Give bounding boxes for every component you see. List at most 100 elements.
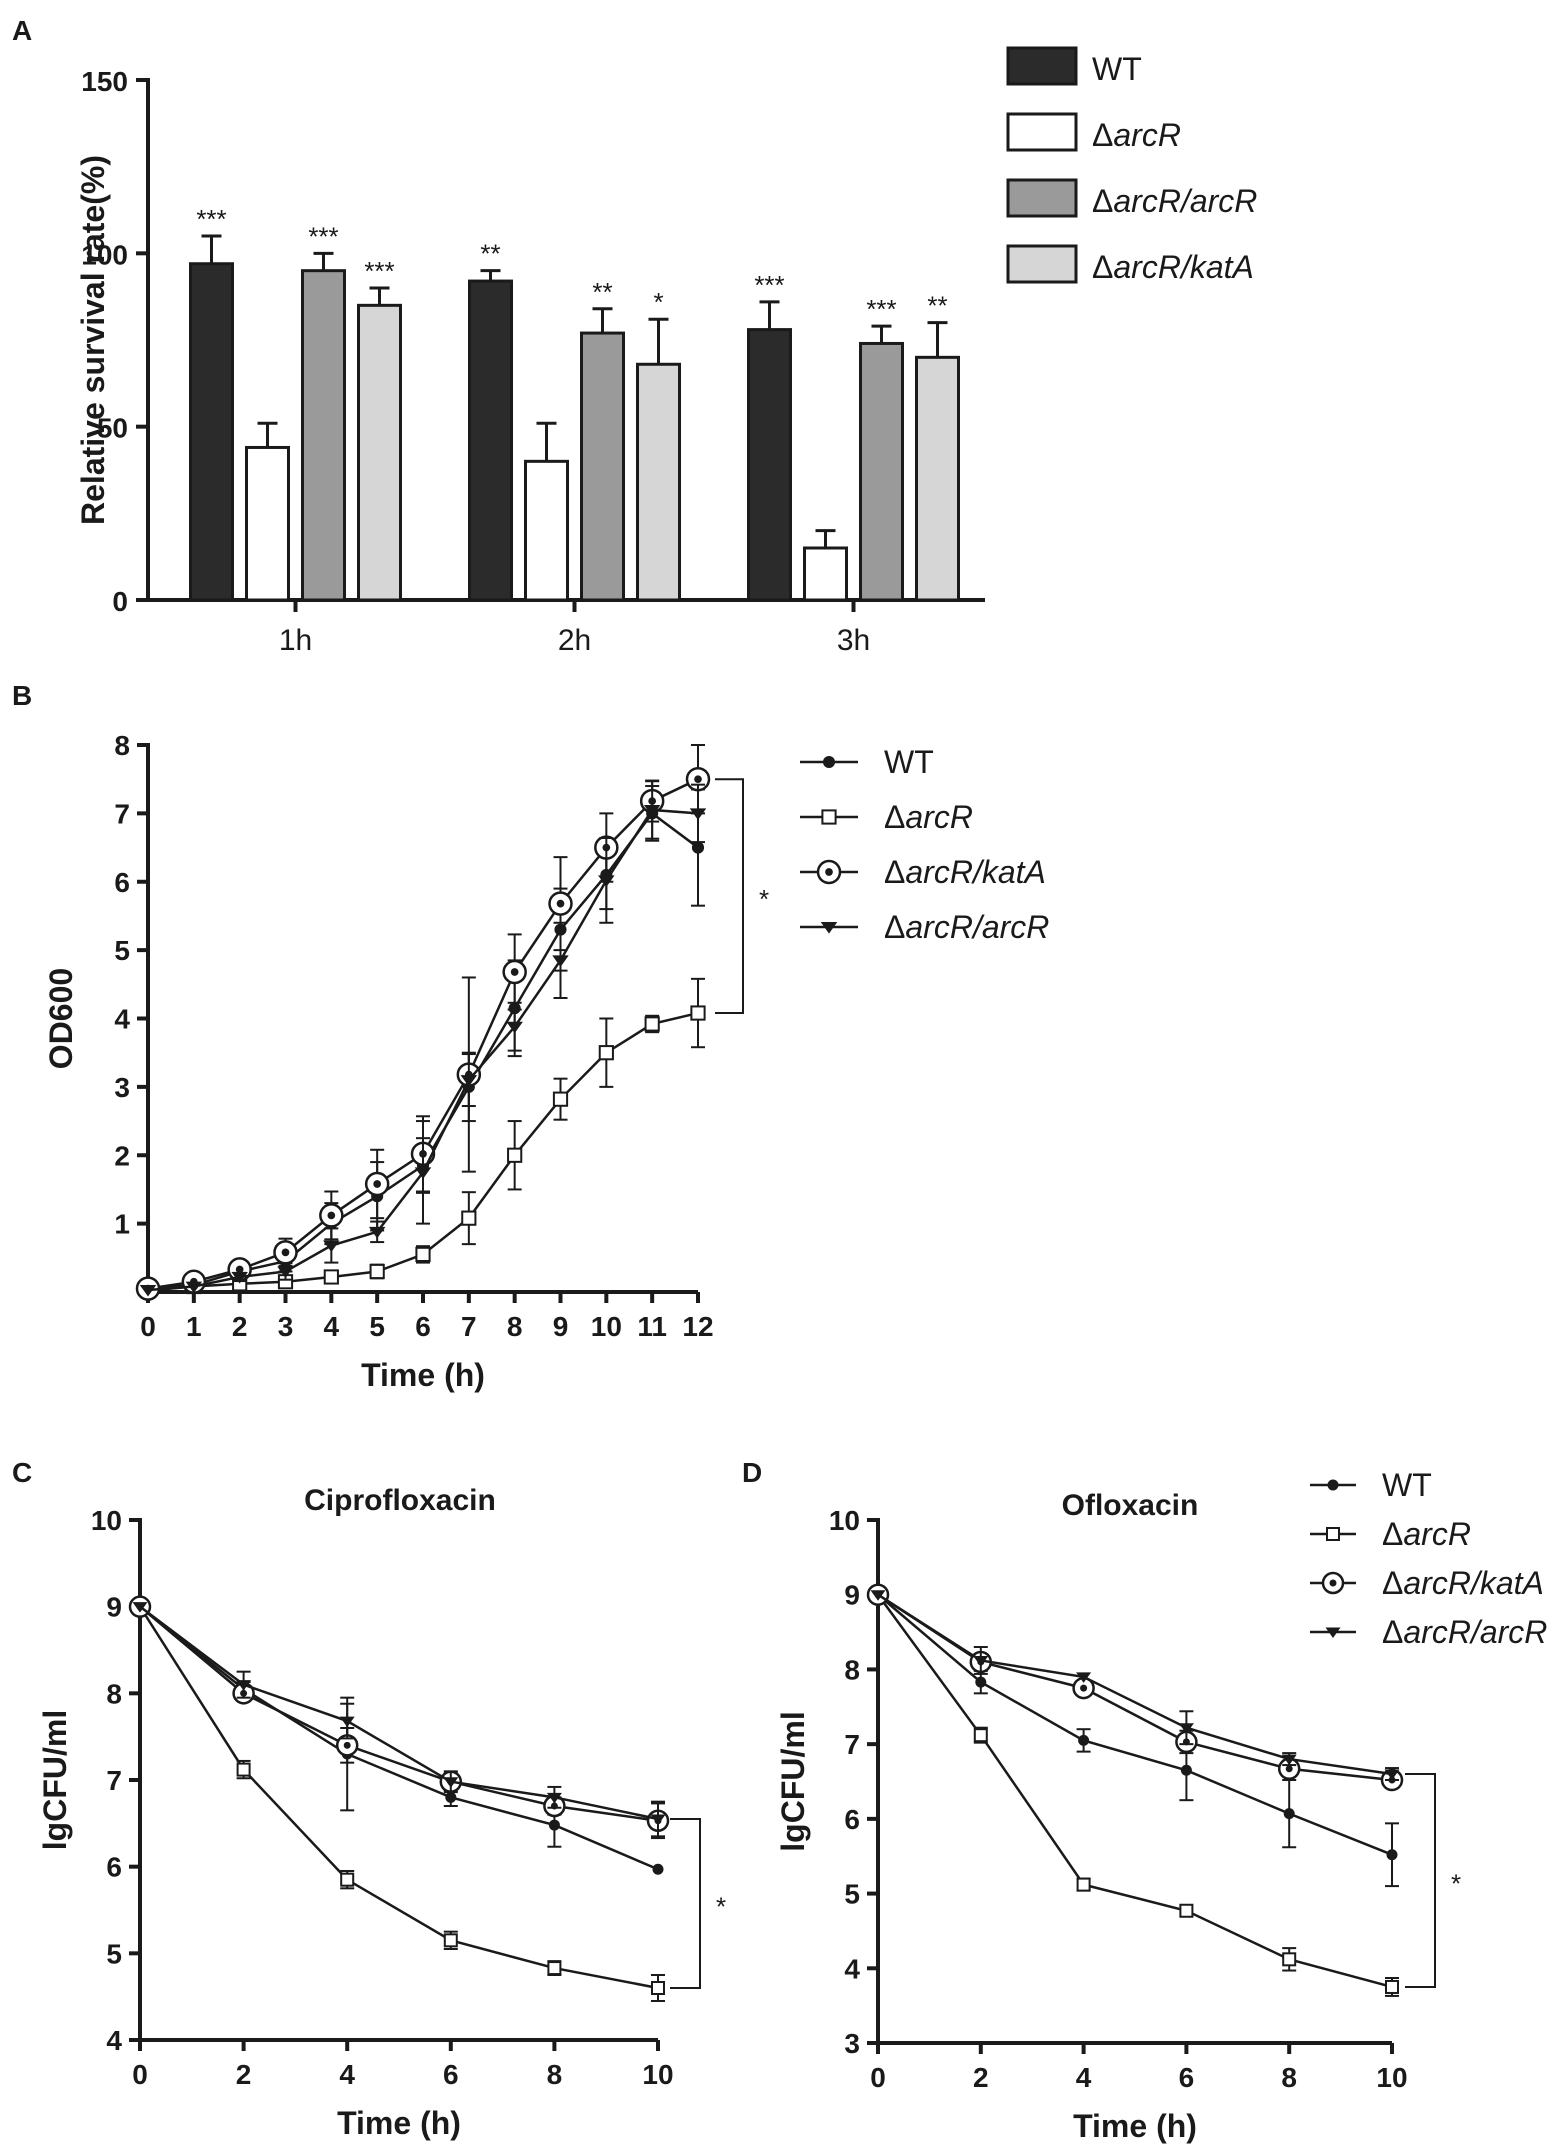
marker-delta-arcr-arcr-2 xyxy=(973,1655,989,1667)
series-line-delta-arcr-kata xyxy=(139,1605,659,1822)
bar-delta-arcr-2h xyxy=(524,459,569,602)
marker-delta-arcr-8 xyxy=(507,1147,523,1163)
legend-label-delta-arcr-arcr: ΔarcR/arcR xyxy=(1092,183,1257,219)
marker-delta-arcr-arcr-0 xyxy=(870,1590,886,1601)
marker-wt-2 xyxy=(975,1676,987,1688)
chart-d-ofloxacin: 3 4 5 6 7 8 9 10 0 2 4 6 8 10 Time (h) lgCFU/ml Ofloxaci… xyxy=(775,1467,1547,2144)
significance-marker: * xyxy=(716,1892,726,1922)
marker-wt-6 xyxy=(445,1791,457,1803)
marker-delta-arcr-kata-5 xyxy=(364,1171,390,1197)
marker-delta-arcr-9 xyxy=(552,1091,569,1107)
marker-delta-arcr-arcr-0 xyxy=(139,1284,157,1297)
legend-swatch-delta-arcr-arcr xyxy=(1006,178,1078,218)
marker-delta-arcr-4 xyxy=(323,1269,339,1285)
x-tick-label: 0 xyxy=(870,2062,886,2093)
significance-marker: *** xyxy=(196,204,226,234)
x-axis-title: Time (h) xyxy=(361,1357,485,1393)
bar-delta-arcr-kata-3h xyxy=(915,355,960,602)
series-line-wt xyxy=(877,1593,1393,1856)
x-tick-label: 9 xyxy=(553,1311,569,1342)
x-tick-label: 3 xyxy=(278,1311,294,1342)
y-tick-label: 4 xyxy=(114,1004,130,1035)
y-tick-label: 8 xyxy=(106,1678,122,1709)
y-tick-label: 6 xyxy=(844,1804,860,1835)
marker-delta-arcr-arcr-2 xyxy=(231,1272,248,1284)
series-line-delta-arcr xyxy=(876,1593,1393,1989)
legend-label-delta-arcr: ΔarcR xyxy=(884,799,973,835)
y-tick-label: 7 xyxy=(114,798,130,829)
marker-delta-arcr-kata-8-center xyxy=(510,968,519,976)
marker-delta-arcr-arcr-8 xyxy=(1281,1754,1297,1766)
bar-delta-arcr-arcr-1h xyxy=(301,269,346,602)
marker-delta-arcr-arcr-11 xyxy=(643,805,661,817)
legend-marker-delta-arcr-arcr xyxy=(1325,1627,1341,1638)
marker-delta-arcr-12 xyxy=(690,1005,706,1021)
x-tick-label: 6 xyxy=(1179,2062,1195,2093)
series-line-delta-arcr xyxy=(138,1605,659,1990)
legend-swatch-delta-arcr-kata xyxy=(1006,244,1078,284)
marker-delta-arcr-7 xyxy=(461,1210,477,1226)
series-line-delta-arcr-kata xyxy=(877,1593,1393,1782)
x-tick-label: 4 xyxy=(1076,2062,1092,2093)
marker-delta-arcr-2 xyxy=(236,1762,251,1777)
legend-label-wt: WT xyxy=(884,744,934,780)
significance-bracket xyxy=(1405,1773,1436,1988)
y-axis-title: lgCFU/ml xyxy=(775,1711,811,1851)
marker-delta-arcr-2 xyxy=(973,1728,988,1743)
bar-delta-arcr-1h xyxy=(245,445,290,602)
legend-marker-delta-arcr-arcr xyxy=(820,922,838,934)
bar-wt-3h xyxy=(747,328,792,602)
marker-delta-arcr-arcr-2 xyxy=(236,1680,252,1691)
significance-marker: * xyxy=(1451,1868,1461,1898)
significance-marker: *** xyxy=(308,221,338,251)
y-tick-label: 100 xyxy=(81,239,128,270)
x-tick-label: 8 xyxy=(1281,2062,1297,2093)
x-axis-title: Time (h) xyxy=(1073,2108,1197,2144)
plot-title: Ofloxacin xyxy=(1062,1489,1199,1522)
marker-delta-arcr-4 xyxy=(340,1872,355,1887)
x-tick-label: 8 xyxy=(507,1311,523,1342)
marker-delta-arcr-arcr-3 xyxy=(277,1266,294,1279)
marker-wt-12 xyxy=(691,841,705,854)
x-tick-label: 0 xyxy=(132,2059,148,2090)
legend-label-wt: WT xyxy=(1382,1467,1432,1503)
significance-bracket xyxy=(715,778,744,1015)
y-tick-label: 9 xyxy=(106,1592,122,1623)
legend-marker-wt xyxy=(822,755,836,769)
legend-label-delta-arcr-kata: ΔarcR/katA xyxy=(884,854,1046,890)
x-tick-label: 4 xyxy=(339,2059,355,2090)
significance-bracket xyxy=(670,1818,701,1989)
legend-swatch-wt xyxy=(1006,46,1078,86)
significance-marker: *** xyxy=(866,294,896,324)
significance-marker: * xyxy=(653,287,663,317)
y-tick-label: 8 xyxy=(844,1654,860,1685)
x-axis-title: Time (h) xyxy=(337,2105,461,2141)
x-tick-label: 10 xyxy=(591,1311,622,1342)
x-tick-label: 2h xyxy=(558,624,591,657)
bar-delta-arcr-arcr-3h xyxy=(859,341,904,602)
marker-delta-arcr-kata-4 xyxy=(319,1203,344,1228)
marker-delta-arcr-10 xyxy=(651,1981,665,1995)
x-tick-label: 2 xyxy=(236,2059,252,2090)
x-tick-label: 10 xyxy=(1376,2062,1407,2093)
y-tick-label: 0 xyxy=(112,586,128,617)
y-tick-label: 5 xyxy=(844,1879,860,1910)
y-tick-label: 3 xyxy=(844,2028,860,2059)
marker-delta-arcr-kata-4-center xyxy=(327,1211,336,1220)
series-line-wt xyxy=(139,1605,659,1871)
marker-delta-arcr-arcr-0 xyxy=(132,1602,148,1613)
legend-label-delta-arcr-arcr: ΔarcR/arcR xyxy=(884,909,1049,945)
x-tick-label: 3h xyxy=(837,624,870,657)
marker-delta-arcr-arcr-6 xyxy=(414,1167,432,1179)
legend-marker-delta-arcr-kata xyxy=(1321,1571,1345,1595)
marker-delta-arcr-6 xyxy=(1179,1903,1194,1918)
marker-delta-arcr-kata-4 xyxy=(335,1734,359,1757)
significance-marker: *** xyxy=(364,256,394,286)
legend-swatch-delta-arcr xyxy=(1006,112,1078,152)
x-tick-label: 1h xyxy=(279,624,312,657)
x-tick-label: 6 xyxy=(415,1311,431,1342)
marker-delta-arcr-arcr-5 xyxy=(368,1226,386,1239)
marker-delta-arcr-kata-3-center xyxy=(281,1248,290,1257)
